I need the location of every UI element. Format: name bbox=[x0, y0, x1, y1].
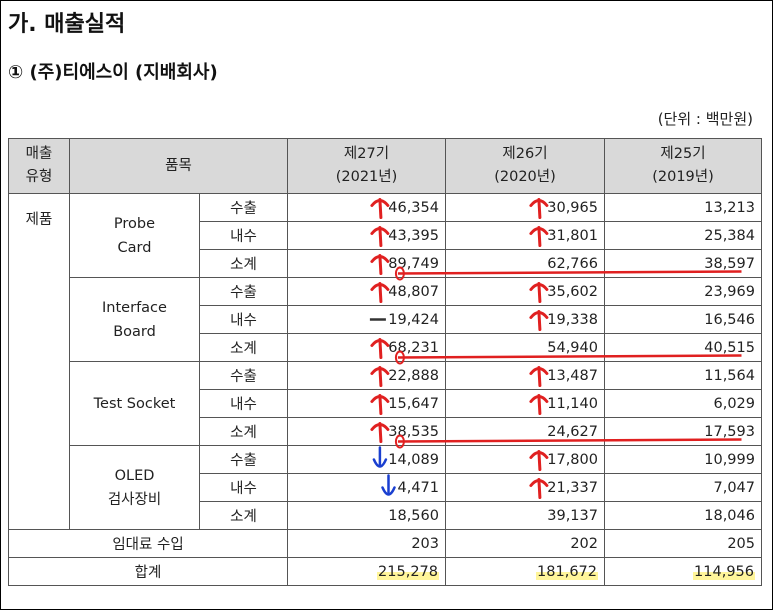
header-year-26: 제26기 (2020년) bbox=[445, 138, 605, 194]
row-label: 소계 bbox=[199, 333, 288, 362]
total-value: 114,956 bbox=[604, 557, 762, 586]
value-cell: 19,338 bbox=[445, 305, 605, 334]
table-body: 제품 Probe Card 수출 46,354 30,965 13,213 내수 43,395 3… bbox=[8, 193, 762, 586]
table-row: 내수 15,647 11,140 6,029 bbox=[9, 389, 762, 418]
rental-row: 임대료 수입 203 202 205 bbox=[8, 529, 762, 558]
value-cell: 6,029 bbox=[604, 389, 762, 418]
header-type: 매출 유형 bbox=[8, 138, 70, 194]
table-row: Interface Board 수출 48,807 35,602 23,969 bbox=[9, 277, 762, 362]
value-cell: 62,766 bbox=[445, 249, 605, 278]
value-cell: 54,940 bbox=[445, 333, 605, 362]
row-label: 내수 bbox=[199, 305, 288, 334]
product-group-label: OLED 검사장비 bbox=[107, 467, 162, 508]
rental-value: 202 bbox=[445, 529, 605, 558]
table-row: OLED 검사장비 수출 14,089 17,800 10,999 bbox=[9, 445, 762, 530]
table-row: 소계 18,560 39,137 18,046 bbox=[9, 501, 762, 530]
header-year-27: 제27기 (2021년) bbox=[287, 138, 446, 194]
total-value: 181,672 bbox=[445, 557, 605, 586]
value-cell: 7,047 bbox=[604, 473, 762, 502]
header-row: 매출 유형 품목 제27기 (2021년) 제26기 (2020년) 제25기 (201… bbox=[8, 138, 762, 194]
row-label: 내수 bbox=[199, 389, 288, 418]
section-title: 가. 매출실적 bbox=[8, 12, 126, 37]
value-cell: 19,424 bbox=[287, 305, 446, 334]
total-label: 합계 bbox=[8, 557, 288, 586]
value-cell: 10,999 bbox=[604, 445, 762, 474]
value-cell: 43,395 bbox=[287, 221, 446, 250]
row-label: 수출 bbox=[199, 193, 288, 222]
product-group-name: Test Socket bbox=[69, 361, 200, 446]
value-cell: 40,515 bbox=[604, 333, 762, 362]
total-value: 215,278 bbox=[287, 557, 446, 586]
value-cell: 14,089 bbox=[287, 445, 446, 474]
rental-value: 203 bbox=[287, 529, 446, 558]
rental-label: 임대료 수입 bbox=[8, 529, 288, 558]
value-cell: 23,969 bbox=[604, 277, 762, 306]
value-cell: 39,137 bbox=[445, 501, 605, 530]
type-cell: 제품 bbox=[8, 193, 70, 530]
row-label: 내수 bbox=[199, 221, 288, 250]
total-value-highlight: 181,672 bbox=[536, 563, 598, 580]
row-label: 수출 bbox=[199, 445, 288, 474]
value-cell: 30,965 bbox=[445, 193, 605, 222]
value-cell: 16,546 bbox=[604, 305, 762, 334]
row-label: 소계 bbox=[199, 501, 288, 530]
value-cell: 21,337 bbox=[445, 473, 605, 502]
table-row: 내수 43,395 31,801 25,384 bbox=[9, 221, 762, 250]
product-group-label: Interface Board bbox=[102, 299, 167, 340]
product-group-name: Probe Card bbox=[69, 193, 200, 278]
value-cell: 22,888 bbox=[287, 361, 446, 390]
value-cell: 48,807 bbox=[287, 277, 446, 306]
value-cell: 13,487 bbox=[445, 361, 605, 390]
value-cell: 46,354 bbox=[287, 193, 446, 222]
value-cell: 68,231 bbox=[287, 333, 446, 362]
header-year-25: 제25기 (2019년) bbox=[604, 138, 762, 194]
value-cell: 38,597 bbox=[604, 249, 762, 278]
unit-note: (단위 : 백만원) bbox=[657, 110, 753, 128]
company-subtitle: ① (주)티에스이 (지배회사) bbox=[8, 62, 218, 83]
table-row: 내수 4,471 21,337 7,047 bbox=[9, 473, 762, 502]
value-cell: 25,384 bbox=[604, 221, 762, 250]
header-item: 품목 bbox=[69, 138, 288, 194]
value-cell: 18,560 bbox=[287, 501, 446, 530]
product-group-label: Probe Card bbox=[113, 215, 156, 256]
value-cell: 18,046 bbox=[604, 501, 762, 530]
row-label: 소계 bbox=[199, 417, 288, 446]
value-cell: 17,800 bbox=[445, 445, 605, 474]
row-label: 수출 bbox=[199, 361, 288, 390]
value-cell: 4,471 bbox=[287, 473, 446, 502]
total-row: 합계 215,278 181,672 114,956 bbox=[8, 557, 762, 586]
rental-value: 205 bbox=[604, 529, 762, 558]
value-cell: 17,593 bbox=[604, 417, 762, 446]
value-cell: 15,647 bbox=[287, 389, 446, 418]
value-cell: 11,140 bbox=[445, 389, 605, 418]
value-cell: 24,627 bbox=[445, 417, 605, 446]
value-cell: 31,801 bbox=[445, 221, 605, 250]
table-row: Test Socket 수출 22,888 13,487 11,564 bbox=[9, 361, 762, 446]
value-cell: 38,535 bbox=[287, 417, 446, 446]
product-group-name: OLED 검사장비 bbox=[69, 445, 200, 530]
row-label: 수출 bbox=[199, 277, 288, 306]
value-cell: 89,749 bbox=[287, 249, 446, 278]
row-label: 소계 bbox=[199, 249, 288, 278]
value-cell: 13,213 bbox=[604, 193, 762, 222]
value-cell: 11,564 bbox=[604, 361, 762, 390]
value-cell: 35,602 bbox=[445, 277, 605, 306]
product-group-name: Interface Board bbox=[69, 277, 200, 362]
total-value-highlight: 215,278 bbox=[377, 563, 439, 580]
total-value-highlight: 114,956 bbox=[693, 563, 755, 580]
product-group-label: Test Socket bbox=[93, 395, 176, 412]
sales-table: 매출 유형 품목 제27기 (2021년) 제26기 (2020년) 제25기 (201… bbox=[8, 138, 762, 586]
table-row: 제품 Probe Card 수출 46,354 30,965 13,213 bbox=[8, 193, 762, 530]
row-label: 내수 bbox=[199, 473, 288, 502]
